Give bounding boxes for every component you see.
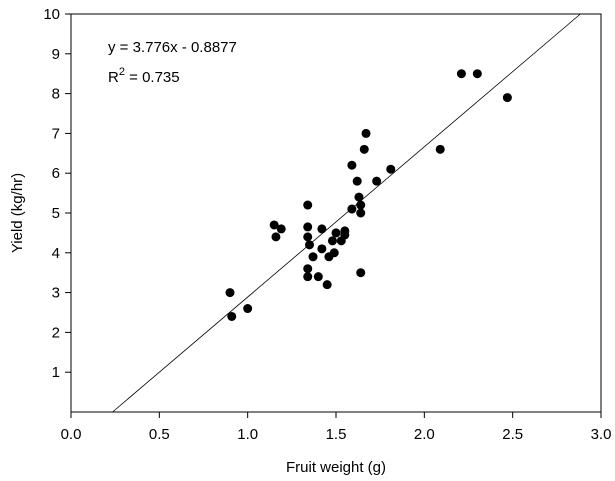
x-tick-label: 0.0 bbox=[61, 426, 82, 443]
point bbox=[313, 272, 323, 282]
r-rest: = 0.735 bbox=[125, 69, 180, 86]
x-tick-label: 2.0 bbox=[414, 426, 435, 443]
point bbox=[305, 240, 314, 250]
point bbox=[276, 224, 286, 234]
y-axis-label: Yield (kg/hr) bbox=[9, 173, 26, 253]
point bbox=[269, 220, 279, 230]
r-base: R bbox=[108, 69, 119, 86]
point bbox=[303, 272, 313, 282]
fit-line bbox=[112, 13, 581, 413]
y-tick-label: 8 bbox=[52, 86, 60, 103]
x-tick-label: 1.0 bbox=[237, 426, 258, 443]
point bbox=[271, 232, 281, 242]
point bbox=[225, 288, 235, 298]
point bbox=[361, 128, 371, 138]
y-tick-label: 3 bbox=[52, 285, 60, 302]
point bbox=[472, 69, 482, 79]
x-tick-label: 3.0 bbox=[591, 426, 612, 443]
point bbox=[354, 192, 364, 202]
point bbox=[359, 144, 369, 154]
equation: y = 3.776x - 0.8877 bbox=[108, 39, 237, 56]
point bbox=[435, 144, 445, 154]
y-tick-label: 4 bbox=[52, 245, 60, 262]
point bbox=[386, 164, 396, 174]
y-tick-label: 9 bbox=[52, 46, 60, 63]
point bbox=[308, 252, 318, 262]
x-tick-label: 2.5 bbox=[502, 426, 523, 443]
point bbox=[502, 93, 512, 103]
point bbox=[356, 208, 366, 218]
y-tick-label: 6 bbox=[52, 165, 60, 182]
y-tick-label: 10 bbox=[43, 6, 60, 23]
point bbox=[329, 248, 339, 258]
point bbox=[303, 232, 313, 242]
point bbox=[352, 176, 362, 186]
point bbox=[347, 160, 357, 170]
point bbox=[372, 176, 382, 186]
point bbox=[227, 311, 237, 321]
point bbox=[322, 280, 332, 290]
point bbox=[243, 304, 253, 314]
point bbox=[317, 224, 327, 234]
point bbox=[340, 230, 350, 240]
point bbox=[356, 200, 366, 210]
point bbox=[303, 264, 313, 274]
point bbox=[456, 69, 466, 79]
r-sup: 2 bbox=[119, 66, 125, 78]
point bbox=[347, 204, 357, 214]
x-tick-label: 1.5 bbox=[326, 426, 347, 443]
r-squared: R2 = 0.735 bbox=[108, 66, 180, 86]
point bbox=[356, 268, 366, 278]
y-tick-label: 1 bbox=[52, 364, 60, 381]
y-tick-label: 2 bbox=[52, 324, 60, 341]
point bbox=[317, 244, 327, 254]
y-tick-label: 7 bbox=[52, 125, 60, 142]
x-axis-label: Fruit weight (g) bbox=[286, 459, 386, 476]
point bbox=[331, 228, 341, 238]
point bbox=[303, 200, 313, 210]
y-tick-label: 5 bbox=[52, 205, 60, 222]
point bbox=[303, 222, 313, 232]
point bbox=[327, 236, 337, 246]
x-tick-label: 0.5 bbox=[149, 426, 170, 443]
